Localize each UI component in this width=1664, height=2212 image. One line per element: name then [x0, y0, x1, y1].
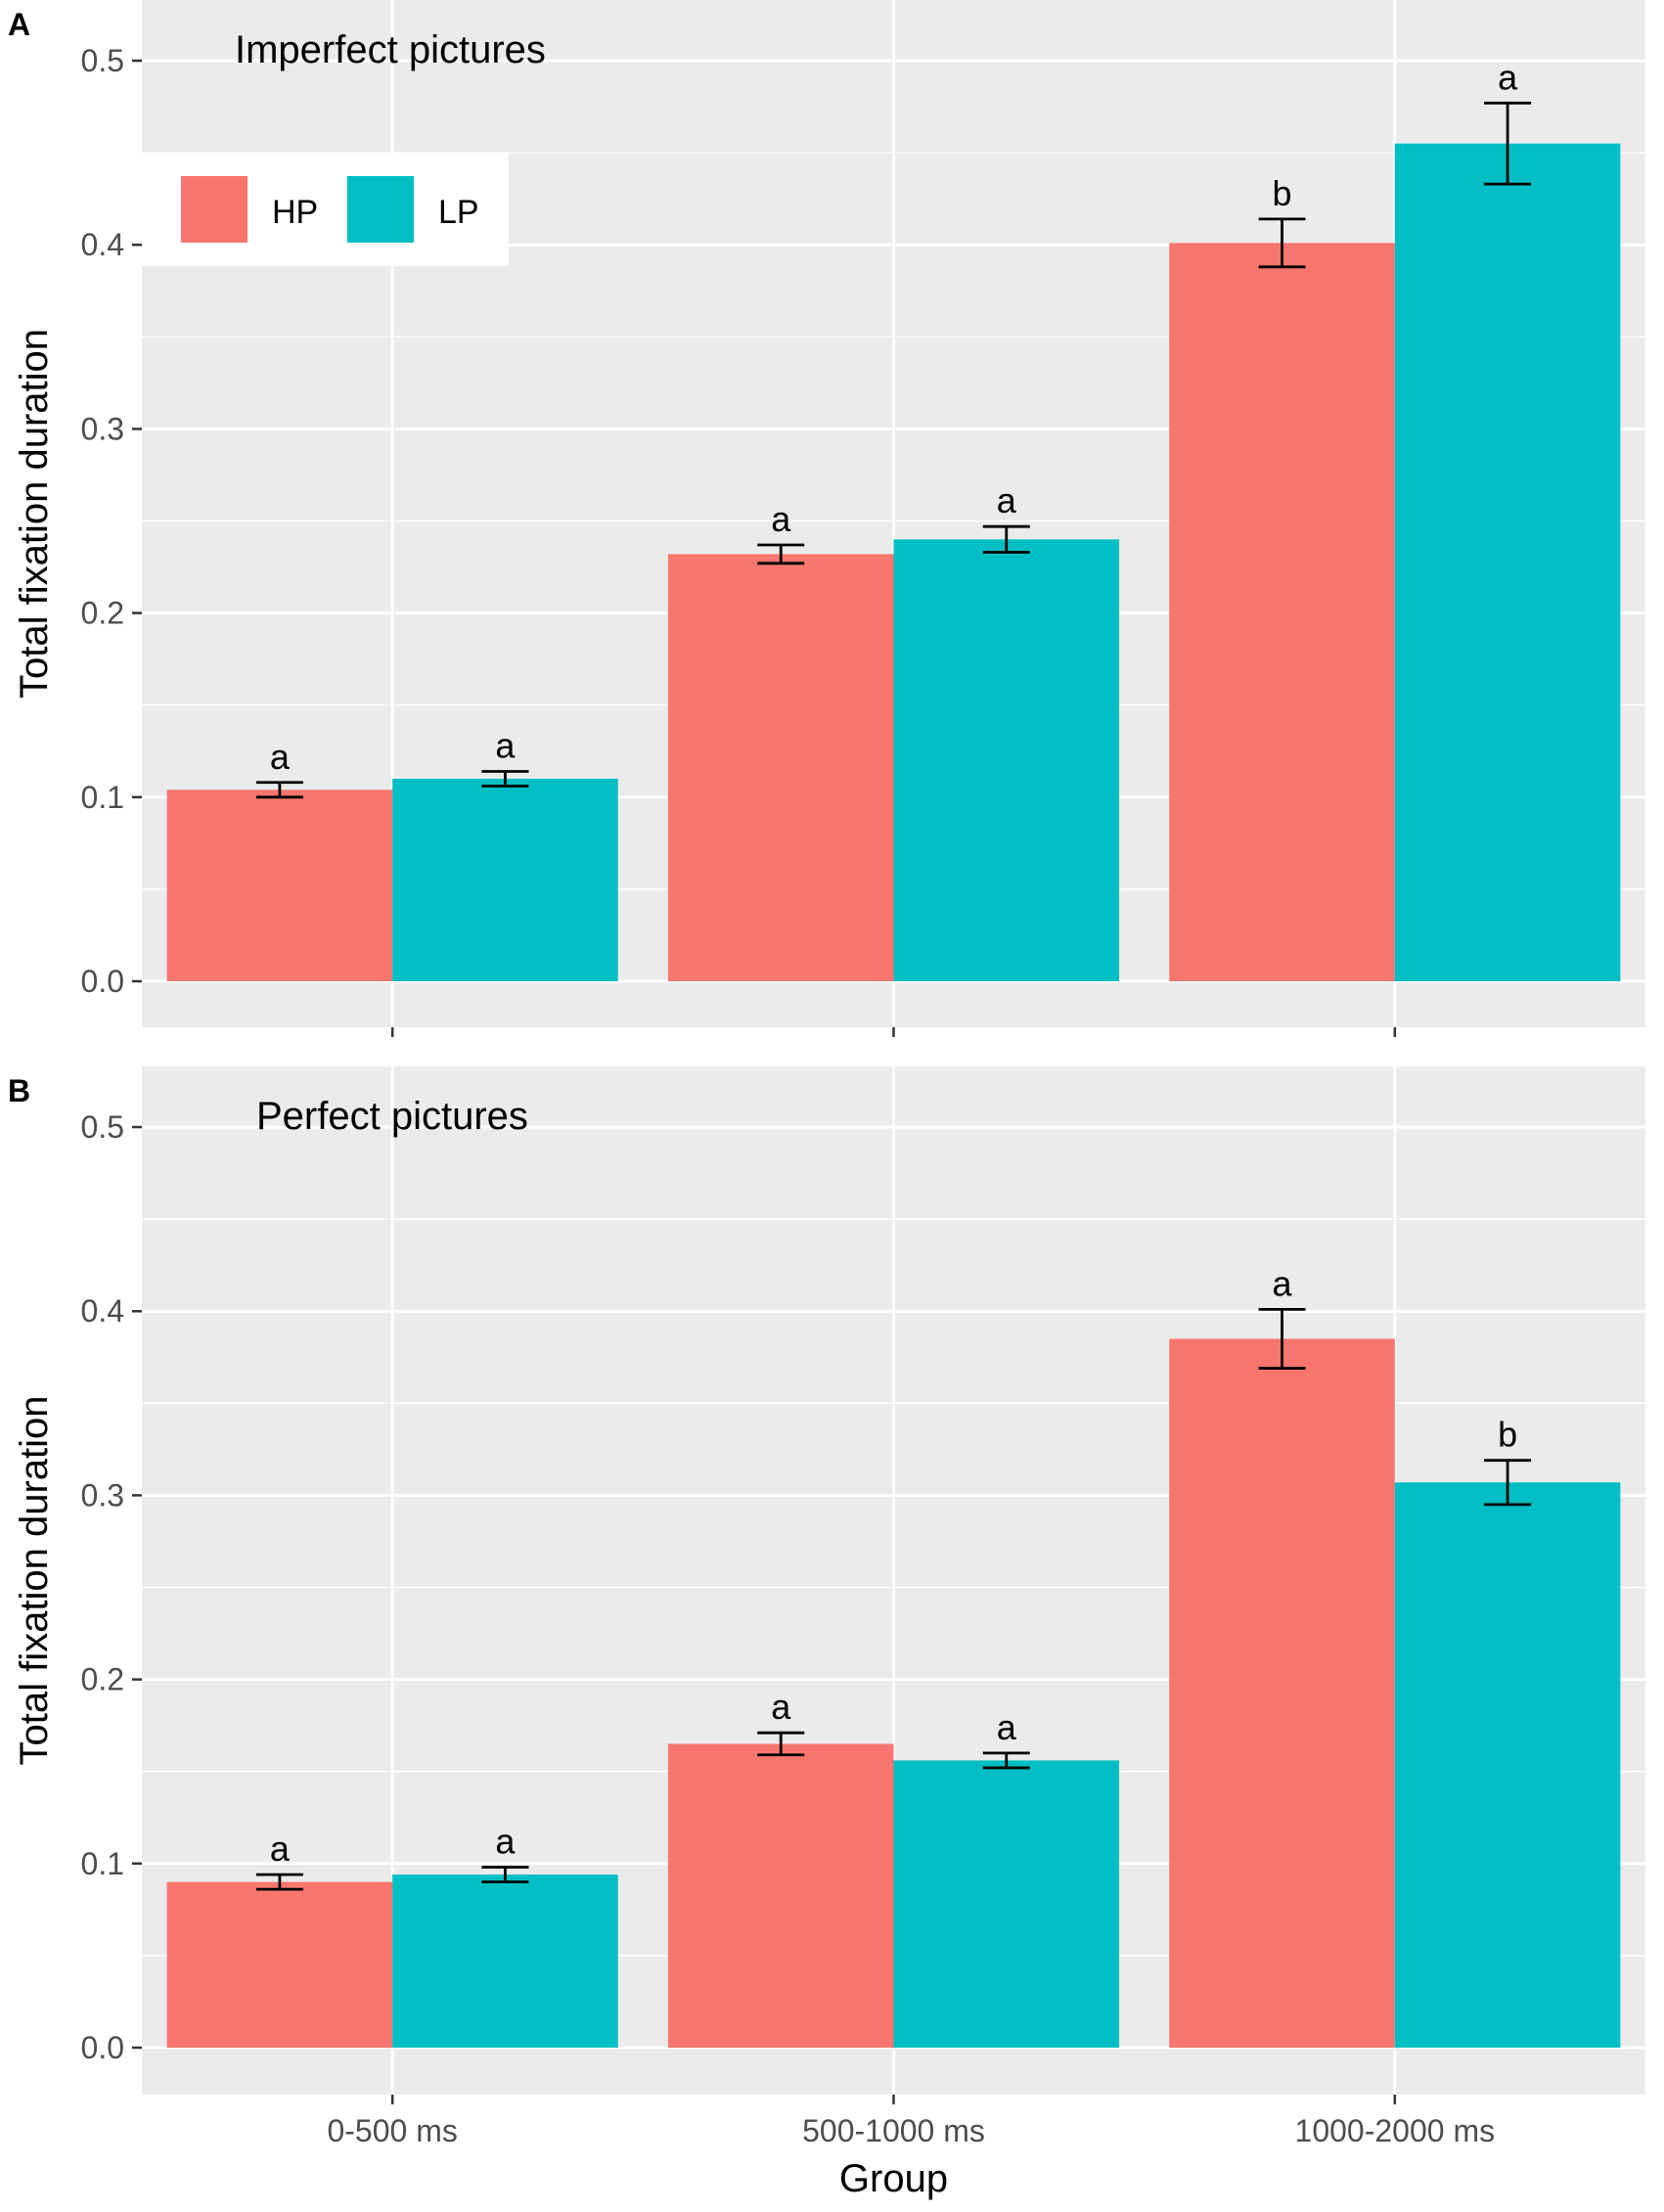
significance-label: a — [1273, 1263, 1293, 1303]
y-tick-label: 0.4 — [81, 1293, 124, 1329]
significance-label: a — [1498, 57, 1518, 97]
chart-panel-b: 0.0 0.1 0.2 0.3 0.4 0.5 0-500 ms 500-1000 ms 100… — [8, 1066, 1645, 2200]
y-tick-label: 0.2 — [81, 596, 124, 631]
bar-hp — [667, 554, 894, 981]
bar-hp — [1169, 1338, 1395, 2048]
y-tick-label: 0.3 — [81, 411, 124, 446]
significance-label: a — [771, 1687, 791, 1727]
panel-title: Perfect pictures — [256, 1095, 528, 1138]
panel-letter: A — [8, 7, 30, 42]
bar-lp — [893, 539, 1120, 981]
significance-label: a — [495, 1822, 516, 1862]
significance-label: b — [1273, 173, 1292, 213]
bar-lp — [1394, 1482, 1621, 2048]
significance-label: a — [771, 499, 791, 539]
legend-label-hp: HP — [272, 194, 318, 231]
y-tick-label: 0.2 — [81, 1662, 124, 1697]
x-tick-label: 1000-2000 ms — [1295, 2113, 1496, 2148]
chart-panel-a: 0.0 0.1 0.2 0.3 0.4 0.5 a a b a a a Imperfect pictur… — [8, 0, 1645, 1037]
significance-label: a — [270, 1828, 291, 1869]
bar-hp — [667, 1743, 894, 2048]
significance-label: a — [997, 1707, 1017, 1747]
bar-lp — [392, 1874, 618, 2048]
significance-label: b — [1498, 1415, 1517, 1455]
bar-hp — [166, 790, 393, 981]
y-axis-title: Total fixation duration — [13, 329, 56, 699]
significance-label: a — [495, 725, 516, 765]
significance-label: a — [270, 737, 291, 777]
y-tick-label: 0.1 — [81, 1846, 124, 1881]
bar-lp — [392, 778, 618, 981]
y-tick-label: 0.4 — [81, 227, 124, 262]
y-tick-label: 0.5 — [81, 43, 124, 78]
bar-lp — [1394, 143, 1621, 981]
y-tick-label: 0.1 — [81, 780, 124, 815]
y-axis-title: Total fixation duration — [13, 1395, 56, 1765]
significance-label: a — [997, 480, 1017, 520]
panel-letter: B — [8, 1073, 30, 1108]
x-tick-label: 500-1000 ms — [802, 2113, 985, 2148]
panel-title: Imperfect pictures — [235, 28, 546, 71]
bar-hp — [1169, 243, 1395, 981]
y-tick-label: 0.5 — [81, 1109, 124, 1145]
x-axis-title: Group — [839, 2157, 948, 2200]
x-tick-label: 0-500 ms — [327, 2113, 457, 2148]
bar-hp — [166, 1881, 393, 2048]
legend-swatch-lp — [347, 176, 414, 243]
y-tick-label: 0.3 — [81, 1477, 124, 1512]
legend-label-lp: LP — [438, 194, 479, 231]
bar-lp — [893, 1760, 1120, 2048]
y-tick-label: 0.0 — [81, 964, 124, 999]
legend-swatch-hp — [181, 176, 247, 243]
legend: HP LP — [142, 153, 509, 266]
y-tick-label: 0.0 — [81, 2030, 124, 2065]
